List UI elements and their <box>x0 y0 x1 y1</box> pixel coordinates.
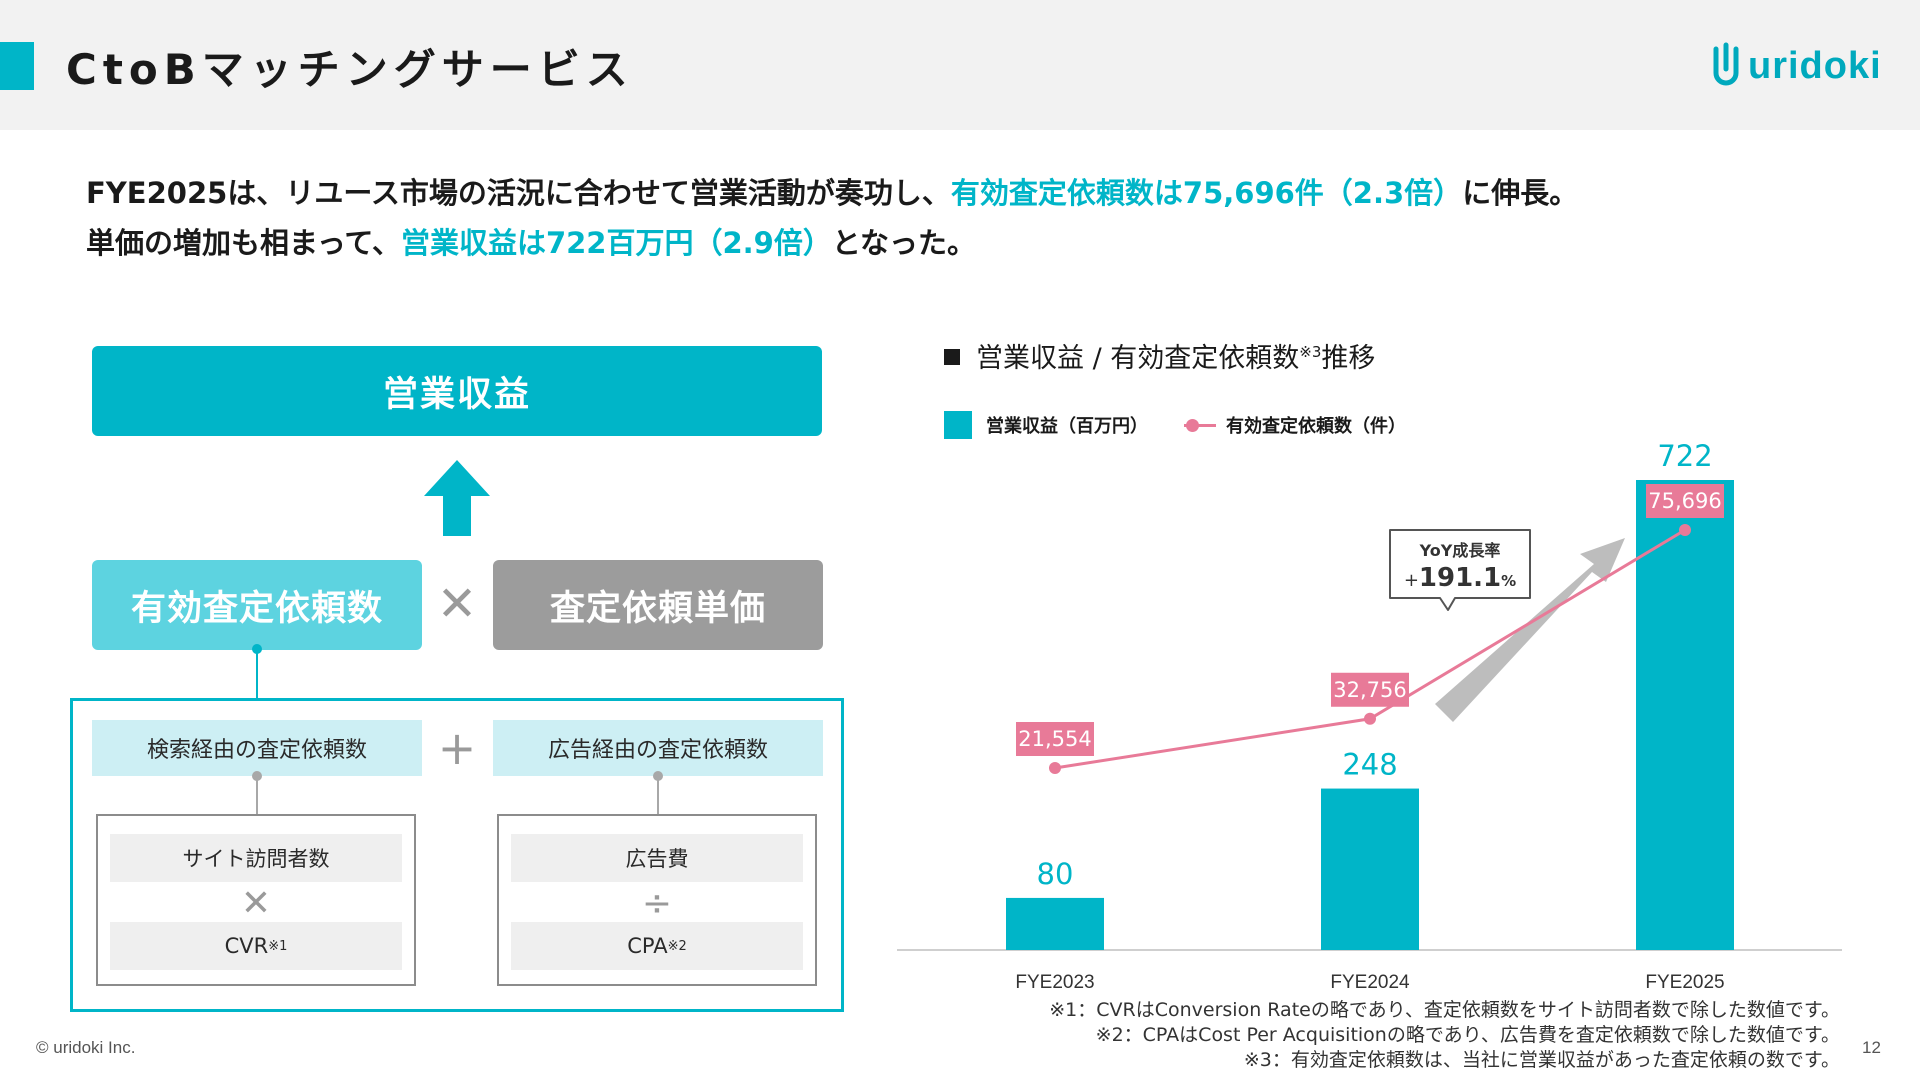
bar-value-label: 80 <box>1037 857 1074 891</box>
summary-line-1-start: FYE2025は、リユース市場の活況に合わせて営業活動が奏功し、 <box>86 176 951 210</box>
chart-title-footnote-mark: ※3 <box>1299 343 1322 361</box>
revenue-box: 営業収益 <box>92 346 822 436</box>
line-value-label: 21,554 <box>1018 727 1091 751</box>
cvr-label: CVR <box>224 934 269 958</box>
search-requests-box: 検索経由の査定依頼数 <box>92 720 422 776</box>
bar-value-label: 722 <box>1657 439 1712 473</box>
growth-arrow-icon <box>1435 538 1625 722</box>
legend-revenue-label: 営業収益（百万円） <box>986 416 1148 437</box>
site-visitors-row: サイト訪問者数 <box>110 834 402 882</box>
bar-revenue-FYE2025 <box>1636 480 1734 950</box>
line-value-label-bg <box>1016 722 1094 756</box>
line-value-label-bg <box>1331 672 1409 707</box>
connector-line <box>657 776 659 814</box>
summary-text: FYE2025は、リユース市場の活況に合わせて営業活動が奏功し、有効査定依頼数は… <box>86 168 1846 268</box>
line-valid-requests <box>1054 528 1686 770</box>
valid-requests-box: 有効査定依頼数 <box>92 560 422 650</box>
line-value-label: 75,696 <box>1648 489 1721 513</box>
cpa-footnote-mark: ※2 <box>667 938 687 954</box>
summary-line-2-highlight: 営業収益は722百万円（2.9倍） <box>400 226 832 260</box>
connector-dot <box>653 771 663 781</box>
search-formula-box: サイト訪問者数 ✕ CVR ※1 <box>96 814 416 986</box>
cvr-row: CVR ※1 <box>110 922 402 970</box>
ad-formula-box: 広告費 ÷ CPA ※2 <box>497 814 817 986</box>
line-value-label-bg <box>1646 484 1724 518</box>
chart-title-tail: 推移 <box>1321 343 1376 374</box>
summary-line-1: FYE2025は、リユース市場の活況に合わせて営業活動が奏功し、有効査定依頼数は… <box>86 168 1846 218</box>
x-tick-label: FYE2025 <box>1645 972 1724 993</box>
line-point-FYE2023 <box>1049 762 1061 774</box>
cpa-row: CPA ※2 <box>511 922 803 970</box>
combo-chart: 80 FYE2023 248 FYE2024 722 FYE2025 21,554 32,75… <box>897 439 1842 993</box>
multiply-icon: ✕ <box>436 576 478 632</box>
bar-revenue-FYE2023 <box>1006 897 1104 950</box>
plus-icon: + <box>437 721 477 775</box>
divide-icon: ÷ <box>641 882 673 924</box>
summary-line-2-start: 単価の増加も相まって、 <box>86 226 401 260</box>
connector-line <box>256 776 258 814</box>
summary-line-2-end: となった。 <box>831 226 977 260</box>
cpa-label: CPA <box>627 934 668 958</box>
header-accent-bar <box>0 42 34 90</box>
unit-price-box: 査定依頼単価 <box>493 560 823 650</box>
connector-line <box>256 650 258 698</box>
yoy-number: 191.1 <box>1419 563 1501 593</box>
footnote-3: ※3：有効査定依頼数は、当社に営業収益があった査定依頼の数です。 <box>1243 1049 1840 1071</box>
summary-line-1-highlight: 有効査定依頼数は75,696件（2.3倍） <box>950 176 1463 210</box>
footnotes: ※1：CVRはConversion Rateの略であり、査定依頼数をサイト訪問者… <box>840 998 1840 1073</box>
uridoki-logo-icon <box>1713 42 1739 86</box>
yoy-callout-box <box>1389 529 1531 611</box>
copyright-text: © uridoki Inc. <box>36 1038 136 1057</box>
company-logo: uridoki <box>1712 38 1882 94</box>
footnote-2: ※2：CPAはCost Per Acquisitionの略であり、広告費を査定依… <box>1095 1024 1840 1046</box>
bar-revenue-FYE2024 <box>1321 788 1419 950</box>
arrow-up-icon <box>424 460 490 536</box>
footnote-1: ※1：CVRはConversion Rateの略であり、査定依頼数をサイト訪問者… <box>1049 999 1840 1021</box>
header-bar: CtoBマッチングサービス uridoki <box>0 0 1920 130</box>
legend-requests-label: 有効査定依頼数（件） <box>1226 416 1406 437</box>
page-title: CtoBマッチングサービス <box>66 45 634 94</box>
chart-title: 営業収益 / 有効査定依頼数※3推移 <box>944 336 1375 375</box>
yoy-unit: % <box>1501 572 1516 590</box>
legend-line-swatch <box>1184 411 1216 439</box>
logo-text: uridoki <box>1748 44 1882 87</box>
line-value-label: 32,756 <box>1333 678 1406 702</box>
yoy-callout-value: +191.1% <box>1404 563 1516 593</box>
yoy-prefix: + <box>1404 570 1419 591</box>
x-tick-label: FYE2023 <box>1015 972 1094 993</box>
line-point-FYE2025 <box>1679 524 1691 536</box>
cvr-footnote-mark: ※1 <box>268 938 288 954</box>
breakdown-frame <box>70 698 844 1012</box>
page-number: 12 <box>1862 1038 1881 1057</box>
summary-line-2: 単価の増加も相まって、営業収益は722百万円（2.9倍）となった。 <box>86 218 1846 268</box>
connector-dot <box>252 771 262 781</box>
connector-dot <box>252 644 262 654</box>
summary-line-1-end: に伸長。 <box>1462 176 1579 210</box>
title-bullet-icon <box>944 348 960 365</box>
yoy-callout-title: YoY成長率 <box>1419 541 1501 560</box>
chart-legend: 営業収益（百万円） 有効査定依頼数（件） <box>944 410 1406 440</box>
legend-bar-swatch <box>944 411 972 439</box>
bar-value-label: 248 <box>1342 748 1397 782</box>
ad-requests-box: 広告経由の査定依頼数 <box>493 720 823 776</box>
chart-title-text: 営業収益 / 有効査定依頼数 <box>976 343 1300 374</box>
line-point-FYE2024 <box>1364 712 1376 725</box>
multiply-icon: ✕ <box>240 882 272 924</box>
ad-cost-row: 広告費 <box>511 834 803 882</box>
x-tick-label: FYE2024 <box>1330 972 1410 993</box>
